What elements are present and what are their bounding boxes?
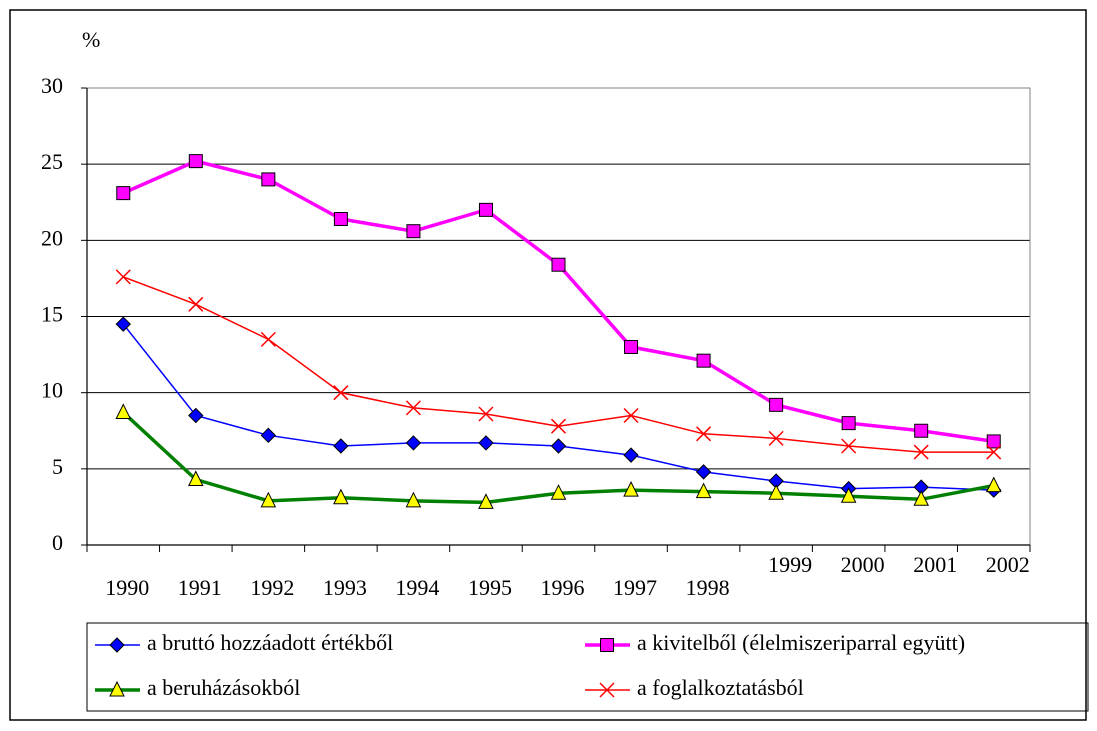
data-point <box>985 476 1002 493</box>
data-point <box>623 481 639 497</box>
data-point <box>986 434 1001 449</box>
legend-marker <box>599 682 615 698</box>
data-point <box>261 172 276 187</box>
data-point <box>333 385 349 401</box>
data-point <box>115 269 131 285</box>
data-point <box>624 339 639 354</box>
x-tick-label: 2001 <box>913 552 957 577</box>
data-point <box>260 331 276 347</box>
data-point <box>696 426 712 442</box>
data-point <box>260 427 277 444</box>
data-point <box>986 444 1002 460</box>
data-point <box>188 407 204 424</box>
data-point <box>551 257 566 272</box>
x-tick-label: 1993 <box>323 575 367 600</box>
data-point <box>768 430 784 446</box>
data-point <box>695 482 712 499</box>
legend-marker <box>109 680 125 697</box>
y-tick-label: 0 <box>52 530 63 555</box>
x-tick-label: 1990 <box>105 575 149 600</box>
x-tick-label: 1992 <box>250 575 294 600</box>
series-line <box>122 159 994 444</box>
x-tick-label: 1997 <box>613 575 657 600</box>
data-point <box>333 438 349 454</box>
data-point <box>913 490 930 506</box>
y-tick-label: 15 <box>41 302 63 327</box>
legend-box <box>86 622 1089 712</box>
legend-label: a foglalkoztatásból <box>637 675 804 700</box>
data-point <box>478 202 493 217</box>
data-point <box>478 406 494 422</box>
x-tick-label: 2002 <box>986 552 1030 577</box>
data-point <box>841 416 856 431</box>
data-point <box>115 316 131 332</box>
legend-marker <box>109 637 125 653</box>
y-axis-label: % <box>82 27 100 52</box>
legend-label: a beruházásokból <box>147 675 300 700</box>
legend-label: a bruttó hozzáadott értékből <box>147 630 393 655</box>
legend-label: a kivitelből (élelmiszeriparral együtt) <box>637 630 965 655</box>
data-point <box>260 491 277 508</box>
x-tick-label: 2000 <box>841 552 885 577</box>
data-point <box>840 487 857 503</box>
data-point <box>116 186 131 201</box>
data-point <box>841 438 857 454</box>
series-line <box>122 323 994 491</box>
x-tick-label: 1998 <box>686 575 730 600</box>
y-tick-label: 30 <box>41 73 63 98</box>
x-tick-label: 1991 <box>178 575 222 600</box>
data-point <box>623 407 639 424</box>
y-tick-label: 25 <box>41 149 63 174</box>
data-point <box>405 435 422 451</box>
data-point <box>405 491 422 508</box>
x-tick-label: 1994 <box>395 575 439 600</box>
data-point <box>188 154 203 169</box>
data-point <box>188 296 204 312</box>
legend-marker <box>600 638 614 652</box>
y-tick-label: 10 <box>41 378 63 403</box>
data-point <box>333 212 348 227</box>
y-tick-label: 20 <box>41 225 63 250</box>
data-point <box>768 484 784 500</box>
data-point <box>406 224 421 239</box>
data-point <box>478 435 494 451</box>
data-point <box>478 493 494 509</box>
data-point <box>696 353 711 368</box>
data-point <box>550 418 567 434</box>
data-point <box>333 488 349 505</box>
y-tick-label: 5 <box>52 454 63 479</box>
chart-frame <box>9 9 1087 721</box>
data-point <box>550 438 567 454</box>
data-point <box>550 484 567 500</box>
data-point <box>913 444 929 460</box>
data-point <box>623 447 639 463</box>
x-tick-label: 1996 <box>541 575 585 600</box>
data-point <box>187 470 204 486</box>
data-point <box>405 400 421 416</box>
data-point <box>914 423 929 438</box>
x-tick-label: 1999 <box>768 552 812 577</box>
data-point <box>695 464 712 480</box>
x-tick-label: 1995 <box>468 575 512 600</box>
data-point <box>769 397 784 412</box>
data-point <box>115 403 132 419</box>
